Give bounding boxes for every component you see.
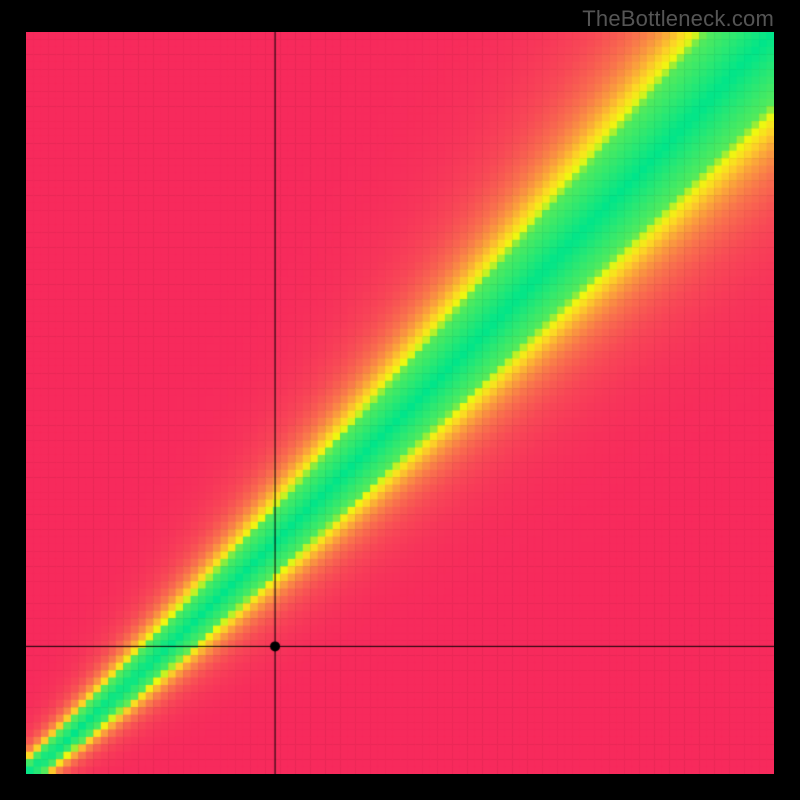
- chart-container: TheBottleneck.com: [0, 0, 800, 800]
- watermark-text: TheBottleneck.com: [582, 6, 774, 32]
- bottleneck-heatmap: [26, 32, 774, 774]
